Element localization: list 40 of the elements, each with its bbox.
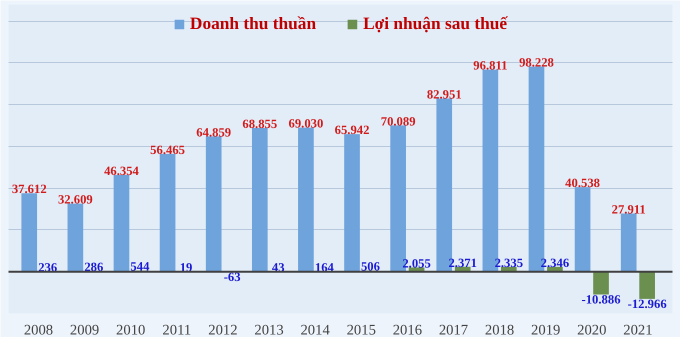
x-tick-label: 2015	[346, 322, 376, 337]
legend-label: Lợi nhuận sau thuế	[363, 14, 508, 34]
x-tick-label: 2018	[484, 322, 514, 337]
data-label: 96.811	[473, 58, 508, 73]
data-label: 98.228	[519, 56, 554, 70]
data-label: 64.859	[196, 125, 232, 140]
data-label: -10.886	[582, 292, 621, 306]
data-label: 544	[130, 260, 150, 274]
data-label: 68.855	[242, 116, 278, 131]
data-label: -63	[224, 270, 241, 284]
data-label: -12.966	[628, 296, 667, 311]
x-tick-label: 2017	[438, 322, 468, 337]
data-label: 2.335	[494, 256, 524, 270]
data-label: 2.371	[448, 256, 477, 270]
data-label: 65.942	[334, 123, 370, 138]
x-tick-label: 2012	[208, 322, 238, 337]
data-label: 32.609	[58, 192, 93, 207]
data-label: 286	[84, 260, 104, 274]
data-label: 82.951	[426, 88, 462, 102]
data-label: 46.354	[104, 164, 140, 178]
x-tick-label: 2009	[70, 322, 100, 337]
data-label: 2.055	[402, 256, 431, 270]
data-label: 2.346	[540, 256, 570, 270]
x-tick-label: 2019	[531, 322, 560, 337]
data-label: 37.612	[12, 182, 47, 196]
data-label: 69.030	[288, 116, 324, 131]
data-label: 27.911	[612, 202, 646, 216]
legend-label: Doanh thu thuần	[190, 14, 316, 34]
x-tick-label: 2020	[577, 322, 606, 337]
data-label: 56.465	[150, 142, 185, 157]
x-tick-label: 2021	[623, 322, 653, 337]
x-tick-label: 2016	[392, 322, 422, 337]
data-label: 506	[360, 260, 380, 274]
data-label: 70.089	[380, 114, 416, 128]
x-tick-label: 2014	[300, 322, 330, 337]
data-label: 40.538	[565, 176, 600, 190]
x-tick-label: 2010	[116, 322, 146, 337]
x-tick-label: 2013	[254, 322, 284, 337]
x-tick-label: 2008	[24, 322, 54, 337]
x-tick-label: 2011	[162, 322, 192, 337]
